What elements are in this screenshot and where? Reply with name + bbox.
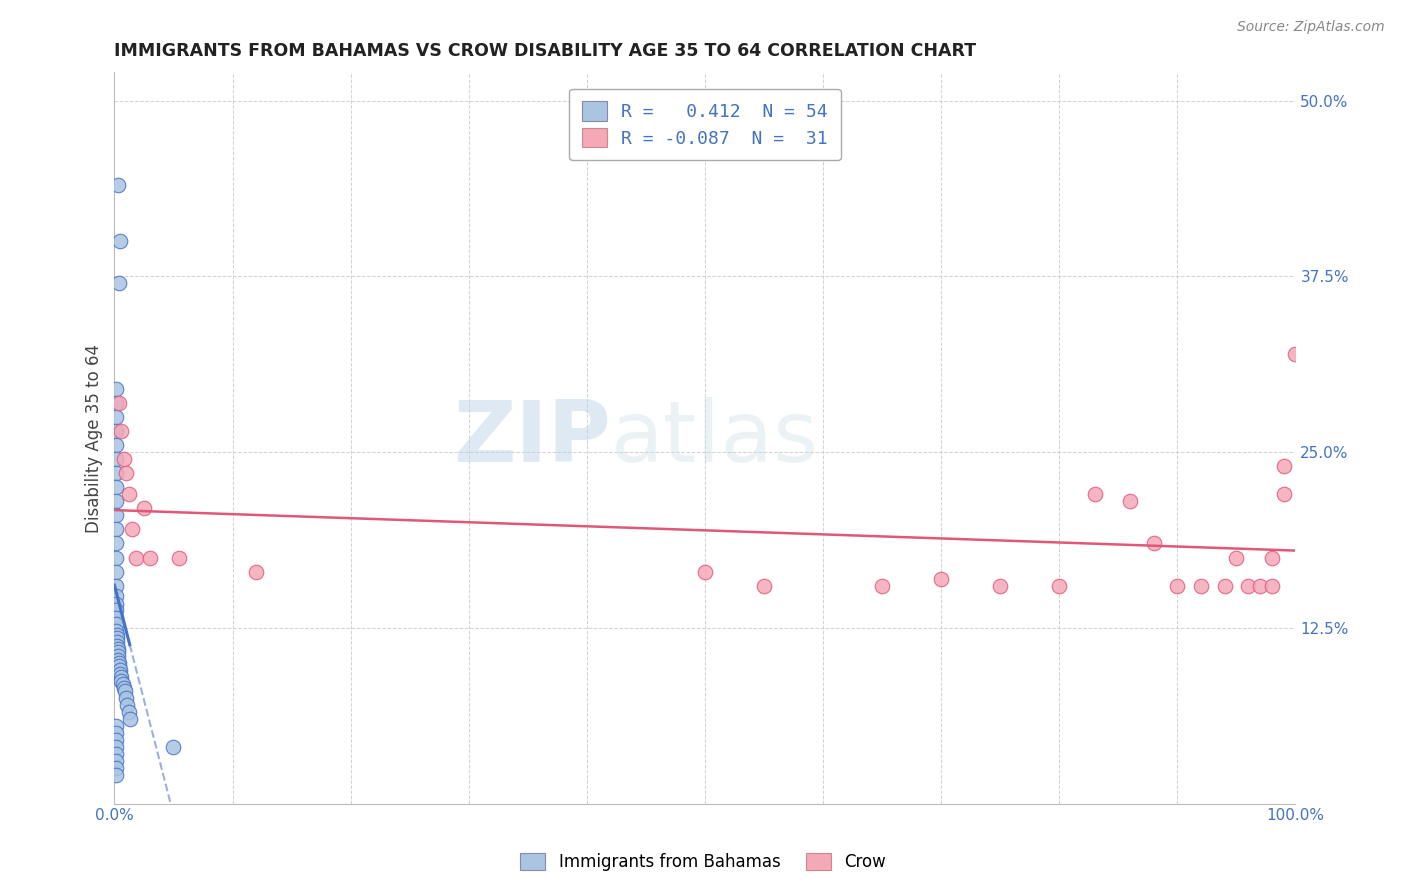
- Point: [110, 234, 132, 248]
- Point: [108, 277, 131, 291]
- Point: [139, 550, 162, 565]
- Point: [104, 733, 127, 747]
- Point: [1249, 579, 1271, 593]
- Point: [117, 487, 139, 501]
- Point: [162, 740, 184, 755]
- Point: [1284, 346, 1306, 360]
- Point: [104, 508, 127, 523]
- Point: [124, 550, 146, 565]
- Point: [104, 396, 127, 410]
- Point: [111, 677, 134, 691]
- Point: [105, 639, 128, 653]
- Point: [104, 740, 127, 755]
- Point: [104, 536, 127, 550]
- Point: [105, 635, 128, 649]
- Point: [104, 382, 127, 396]
- Text: ZIP: ZIP: [453, 397, 610, 480]
- Point: [110, 424, 132, 438]
- Point: [110, 663, 132, 677]
- Point: [104, 550, 127, 565]
- Y-axis label: Disability Age 35 to 64: Disability Age 35 to 64: [86, 343, 103, 533]
- Point: [110, 674, 132, 689]
- Point: [1189, 579, 1212, 593]
- Point: [108, 396, 131, 410]
- Point: [104, 611, 127, 625]
- Point: [104, 480, 127, 494]
- Point: [112, 452, 135, 467]
- Point: [104, 768, 127, 782]
- Legend: Immigrants from Bahamas, Crow: Immigrants from Bahamas, Crow: [512, 845, 894, 880]
- Point: [1225, 550, 1247, 565]
- Point: [104, 755, 127, 769]
- Point: [1261, 579, 1284, 593]
- Point: [1166, 579, 1188, 593]
- Point: [107, 653, 129, 667]
- Point: [118, 712, 141, 726]
- Point: [117, 705, 139, 719]
- Point: [104, 719, 127, 733]
- Point: [104, 452, 127, 467]
- Text: atlas: atlas: [610, 397, 818, 480]
- Point: [104, 762, 127, 776]
- Point: [104, 523, 127, 537]
- Point: [1143, 536, 1166, 550]
- Point: [108, 656, 131, 670]
- Point: [114, 684, 136, 698]
- Point: [752, 579, 775, 593]
- Point: [121, 523, 143, 537]
- Point: [1213, 579, 1236, 593]
- Text: Source: ZipAtlas.com: Source: ZipAtlas.com: [1237, 20, 1385, 34]
- Point: [988, 579, 1011, 593]
- Point: [104, 597, 127, 611]
- Point: [104, 494, 127, 508]
- Point: [104, 616, 127, 631]
- Point: [929, 572, 952, 586]
- Point: [105, 628, 128, 642]
- Point: [1261, 550, 1284, 565]
- Point: [104, 466, 127, 480]
- Point: [693, 565, 716, 579]
- Point: [104, 579, 127, 593]
- Point: [107, 642, 129, 657]
- Point: [112, 681, 135, 696]
- Point: [245, 565, 267, 579]
- Point: [110, 667, 132, 681]
- Legend: R =   0.412  N = 54, R = -0.087  N =  31: R = 0.412 N = 54, R = -0.087 N = 31: [569, 89, 841, 161]
- Point: [104, 409, 127, 424]
- Point: [870, 579, 893, 593]
- Point: [108, 658, 131, 673]
- Point: [105, 631, 128, 645]
- Point: [107, 178, 129, 192]
- Point: [104, 624, 127, 638]
- Point: [1272, 459, 1295, 474]
- Point: [117, 698, 139, 713]
- Point: [104, 565, 127, 579]
- Point: [104, 424, 127, 438]
- Point: [1272, 487, 1295, 501]
- Point: [107, 645, 129, 659]
- Point: [110, 670, 132, 684]
- Point: [1047, 579, 1070, 593]
- Point: [1119, 494, 1142, 508]
- Point: [132, 501, 155, 516]
- Point: [104, 438, 127, 452]
- Point: [107, 648, 129, 663]
- Point: [104, 589, 127, 603]
- Point: [104, 747, 127, 762]
- Point: [115, 466, 138, 480]
- Point: [1237, 579, 1260, 593]
- Text: IMMIGRANTS FROM BAHAMAS VS CROW DISABILITY AGE 35 TO 64 CORRELATION CHART: IMMIGRANTS FROM BAHAMAS VS CROW DISABILI…: [114, 42, 977, 60]
- Point: [104, 726, 127, 740]
- Point: [1084, 487, 1107, 501]
- Point: [115, 691, 138, 706]
- Point: [104, 602, 127, 616]
- Point: [169, 550, 191, 565]
